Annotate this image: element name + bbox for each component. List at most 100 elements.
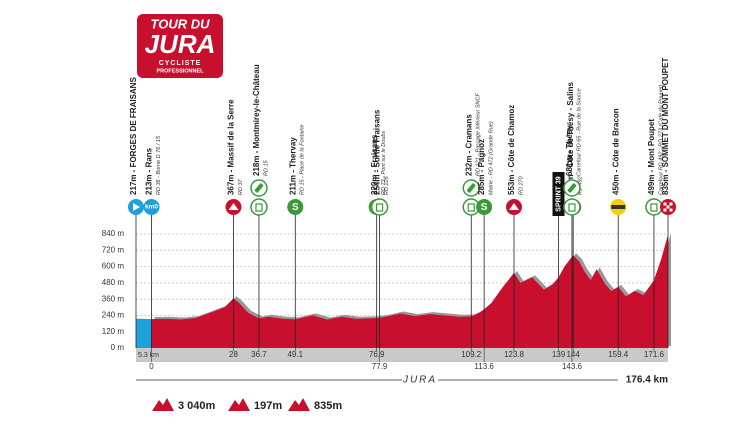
marker-sublabel: Carrefour RD 492 - RD 273 (Café du Poupe… — [658, 84, 664, 195]
marker-sublabel: RD 73 - Pont sur le Doubs — [381, 131, 387, 195]
x-tick-label: 144 — [566, 350, 580, 359]
icon-glyph — [663, 208, 667, 212]
marker-label: 285m - Pagnoz — [477, 139, 486, 195]
icon-glyph — [666, 205, 670, 209]
icon-glyph — [650, 203, 658, 212]
icon-text: SPRINT 39 — [555, 176, 562, 212]
distance-bg — [618, 373, 670, 387]
icon-circle — [250, 198, 268, 216]
marker-label: 211m - Thervay — [288, 137, 297, 195]
x-tick-label: 77.9 — [372, 362, 388, 371]
icon-bin — [370, 198, 389, 216]
x-tick-label: 76.9 — [369, 350, 385, 359]
icon-box — [552, 172, 565, 216]
logo-text: PROFESSIONNEL — [156, 68, 204, 74]
icon-glyph — [255, 203, 263, 212]
icon-bin — [563, 198, 581, 216]
y-tick-label: 480 m — [102, 278, 125, 287]
x-tick-label: 113.6 — [474, 362, 494, 371]
marker-sublabel: RD 121 - Passage inférieur SNCF — [476, 93, 482, 176]
icon-glyph — [611, 205, 626, 209]
icon-text: S — [292, 202, 299, 213]
y-tick-label: 0 m — [111, 343, 125, 352]
marker-sublabel: RD 15 - Place de la Fontaine — [300, 124, 306, 195]
marker-label: 681m - Thésy — [565, 125, 574, 176]
stat-label: 3 040m — [178, 400, 216, 412]
icon-glyph — [228, 203, 239, 210]
marker-label: 450m - Côte de Bracon — [611, 108, 620, 195]
marker-sublabel: Carrefour RD 65 - Rue de la Source — [576, 88, 582, 176]
icon-glyph — [376, 203, 384, 212]
x-tick-label: 49.1 — [287, 350, 303, 359]
profile-area — [151, 234, 668, 348]
x-tick-label: 109.2 — [461, 350, 482, 359]
y-tick-label: 840 m — [102, 229, 125, 238]
logo-box — [137, 14, 223, 78]
icon-sprint: S — [287, 199, 304, 215]
icon-glyph — [133, 203, 140, 211]
marker-label: 218m - Montmirey-le-Château — [252, 64, 261, 176]
icon-glyph — [568, 203, 576, 212]
logo: TOUR DU JURA CYCLISTE PROFESSIONNEL — [137, 14, 223, 78]
marker-label: 220m - Fraisans — [370, 134, 379, 195]
marker-label: 213m - Rans — [145, 147, 154, 195]
neutral-label: 5.3 km — [138, 352, 159, 359]
marker-label: 553m - Côte de Chamoz — [507, 105, 516, 195]
icon-glyph — [669, 208, 673, 212]
y-tick-label: 240 m — [102, 311, 125, 320]
marker-label: 367m - Massif de la Serre — [227, 99, 236, 195]
icon-glyph — [467, 203, 475, 212]
x-tick-label: 36.7 — [251, 350, 267, 359]
stat-label: 835m — [314, 400, 342, 412]
icon-text: S — [481, 202, 488, 213]
x-tick-label: 123.8 — [504, 350, 525, 359]
stat-icon — [152, 398, 174, 411]
region-label: JURA — [402, 375, 437, 386]
y-tick-label: 720 m — [102, 245, 125, 254]
x-tick-label: 171.6 — [644, 350, 665, 359]
marker-sublabel: RD 270 — [518, 175, 524, 195]
icon-glyph — [466, 183, 476, 193]
icon-glyph — [254, 183, 264, 193]
marker-label: 835m - SOMMET DU MONT POUPET — [661, 58, 670, 195]
x-tick-label: 143.6 — [562, 362, 583, 371]
icon-circle — [287, 199, 304, 215]
logo-text: JURA — [145, 29, 216, 59]
y-tick-label: 360 m — [102, 294, 125, 303]
stat-label: 197m — [254, 400, 282, 412]
marker-label: 254m - Sortie Fraisans — [373, 109, 382, 195]
x-tick-label: 139 — [552, 350, 566, 359]
x-tick-label: 28 — [229, 350, 238, 359]
marker-sublabel: Mairie - RD 472 (Grande Rue) — [489, 121, 495, 195]
icon-bonus — [610, 199, 627, 215]
icon-circle — [370, 198, 389, 216]
x-tick-label: 159.4 — [608, 350, 629, 359]
icon-sprint: S — [476, 199, 493, 215]
marker-label: 232m - Cramans — [464, 114, 473, 176]
marker-sublabel: RD 15 — [263, 159, 269, 176]
icon-text: km0 — [145, 204, 158, 211]
icon-circle — [563, 198, 581, 216]
icon-circle — [476, 199, 493, 215]
icon-glyph — [669, 202, 673, 206]
y-tick-label: 600 m — [102, 262, 125, 271]
marker-sublabel: RD 492 — [578, 176, 584, 195]
marker-sublabel: RD 228 — [384, 175, 390, 195]
logo-text: CYCLISTE — [159, 60, 202, 67]
marker-label: 684m - Côte de Thésy - Salins — [566, 82, 575, 195]
region-bg — [402, 373, 438, 387]
icon-glyph — [567, 183, 577, 193]
marker-label: 217m - FORGES DE FRAISANS — [129, 77, 138, 195]
marker-sublabel: RD 36 - Borne D 76 / 15 — [156, 135, 162, 195]
icon-climb — [505, 199, 522, 215]
icon-bin — [645, 198, 663, 216]
stat-icon — [288, 398, 310, 411]
icon-feed — [462, 179, 480, 197]
icon-climb — [225, 199, 242, 215]
marker-label: 499m - Mont Poupet — [647, 119, 656, 195]
icon-feed — [250, 179, 268, 197]
icon-km0: km0 — [143, 199, 160, 215]
marker-sublabel: RD 37 — [238, 178, 244, 195]
icon-sprintbox: SPRINT 39 — [552, 172, 565, 216]
